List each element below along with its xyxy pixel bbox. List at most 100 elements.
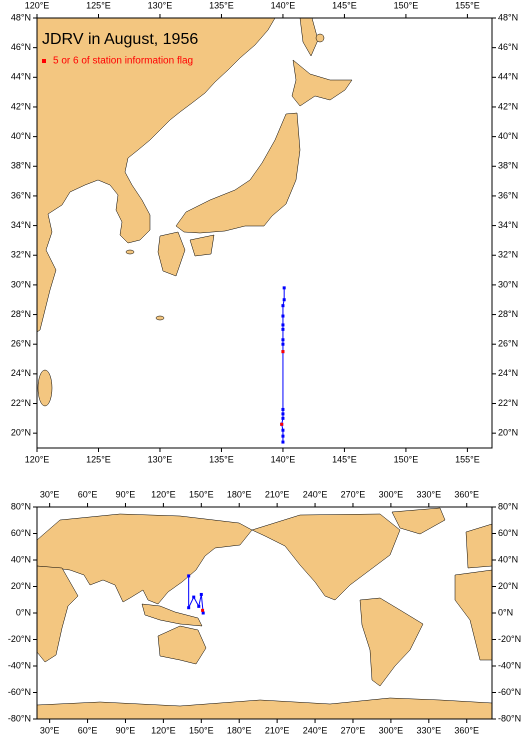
y-tick-label: 44°N (498, 72, 518, 82)
x-tick-label: 125°E (86, 0, 111, 10)
track-point (281, 428, 285, 432)
land (141, 603, 203, 627)
x-tick-label: 330°E (416, 489, 441, 499)
x-tick-label: 155°E (455, 454, 480, 464)
y-tick-label: 38°N (11, 161, 31, 171)
x-tick-label: 140°E (271, 0, 296, 10)
y-tick-label: 30°N (11, 279, 31, 289)
track-point (201, 611, 205, 615)
track-point (281, 327, 285, 331)
x-tick-label: 210°E (265, 489, 290, 499)
track-line (281, 287, 285, 443)
land (125, 249, 135, 255)
y-tick-label: 28°N (498, 309, 518, 319)
y-tick-label: 30°N (498, 279, 518, 289)
track-line (188, 575, 204, 614)
x-tick-label: 300°E (379, 489, 404, 499)
x-tick-label: 30°E (40, 489, 60, 499)
x-tick-label: 330°E (416, 725, 441, 735)
track-point (281, 407, 285, 411)
track-point (201, 608, 205, 612)
y-tick-label: -80°N (498, 713, 521, 723)
y-tick-label: -20°N (498, 634, 521, 644)
y-tick-label: 36°N (11, 190, 31, 200)
x-tick-label: 240°E (303, 725, 328, 735)
x-tick-label: 155°E (455, 0, 480, 10)
track-point (281, 323, 285, 327)
land (37, 369, 53, 407)
land (157, 625, 207, 665)
track-point (192, 595, 196, 599)
y-tick-label: -60°N (498, 687, 521, 697)
y-tick-label: 34°N (498, 220, 518, 230)
y-tick-label: 20°N (498, 428, 518, 438)
x-tick-label: 150°E (189, 489, 214, 499)
x-tick-label: 145°E (332, 0, 357, 10)
track-point (281, 304, 285, 308)
y-tick-label: 36°N (498, 190, 518, 200)
x-tick-label: 90°E (116, 725, 136, 735)
land (157, 231, 186, 277)
y-tick-label: 80°N (498, 501, 518, 511)
land (359, 597, 424, 687)
x-tick-label: 60°E (78, 489, 98, 499)
y-tick-label: 38°N (498, 161, 518, 171)
legend-swatch (42, 59, 46, 63)
y-tick-label: 48°N (498, 12, 518, 22)
x-tick-label: 90°E (116, 489, 136, 499)
y-tick-label: 26°N (498, 339, 518, 349)
y-tick-label: 32°N (11, 250, 31, 260)
x-tick-label: 180°E (227, 725, 252, 735)
map-title: JDRV in August, 1956 (42, 31, 198, 48)
land (391, 507, 446, 535)
track-point (282, 286, 286, 290)
track-point (187, 574, 191, 578)
x-tick-label: 130°E (148, 0, 173, 10)
track-point (281, 314, 285, 318)
y-tick-label: 28°N (11, 309, 31, 319)
track-point (281, 440, 285, 444)
x-tick-label: 210°E (265, 725, 290, 735)
x-tick-label: 360°E (454, 489, 479, 499)
track-point (282, 298, 286, 302)
x-tick-label: 60°E (78, 725, 98, 735)
map-frame (36, 17, 493, 449)
x-tick-label: 120°E (151, 725, 176, 735)
y-tick-label: 32°N (498, 250, 518, 260)
x-tick-label: 120°E (25, 0, 50, 10)
x-tick-label: 135°E (209, 0, 234, 10)
land (37, 513, 253, 605)
track-point (187, 606, 191, 610)
world-land (37, 507, 492, 719)
y-tick-label: 42°N (11, 101, 31, 111)
y-tick-label: 40°N (498, 554, 518, 564)
x-tick-label: 240°E (303, 489, 328, 499)
y-tick-label: -20°N (8, 634, 31, 644)
land (189, 234, 215, 257)
track-point (281, 342, 285, 346)
legend-label: 5 or 6 of station information flag (53, 56, 193, 67)
y-tick-label: 20°N (498, 581, 518, 591)
y-tick-label: 40°N (11, 131, 31, 141)
y-tick-label: 0°N (16, 607, 31, 617)
land (299, 18, 319, 57)
y-tick-label: 20°N (11, 581, 31, 591)
x-tick-label: 145°E (332, 454, 357, 464)
x-tick-label: 135°E (209, 454, 234, 464)
y-tick-label: -80°N (8, 713, 31, 723)
track-point (281, 338, 285, 342)
y-tick-label: 26°N (11, 339, 31, 349)
y-tick-label: 48°N (11, 12, 31, 22)
y-tick-label: -40°N (8, 660, 31, 670)
y-tick-label: 42°N (498, 101, 518, 111)
track-point (280, 422, 284, 426)
x-tick-label: 270°E (341, 489, 366, 499)
land (37, 18, 276, 333)
track-point (281, 434, 285, 438)
y-tick-label: 40°N (498, 131, 518, 141)
y-tick-label: 22°N (11, 398, 31, 408)
track-point (281, 412, 285, 416)
x-tick-label: 140°E (271, 454, 296, 464)
y-tick-label: -60°N (8, 687, 31, 697)
